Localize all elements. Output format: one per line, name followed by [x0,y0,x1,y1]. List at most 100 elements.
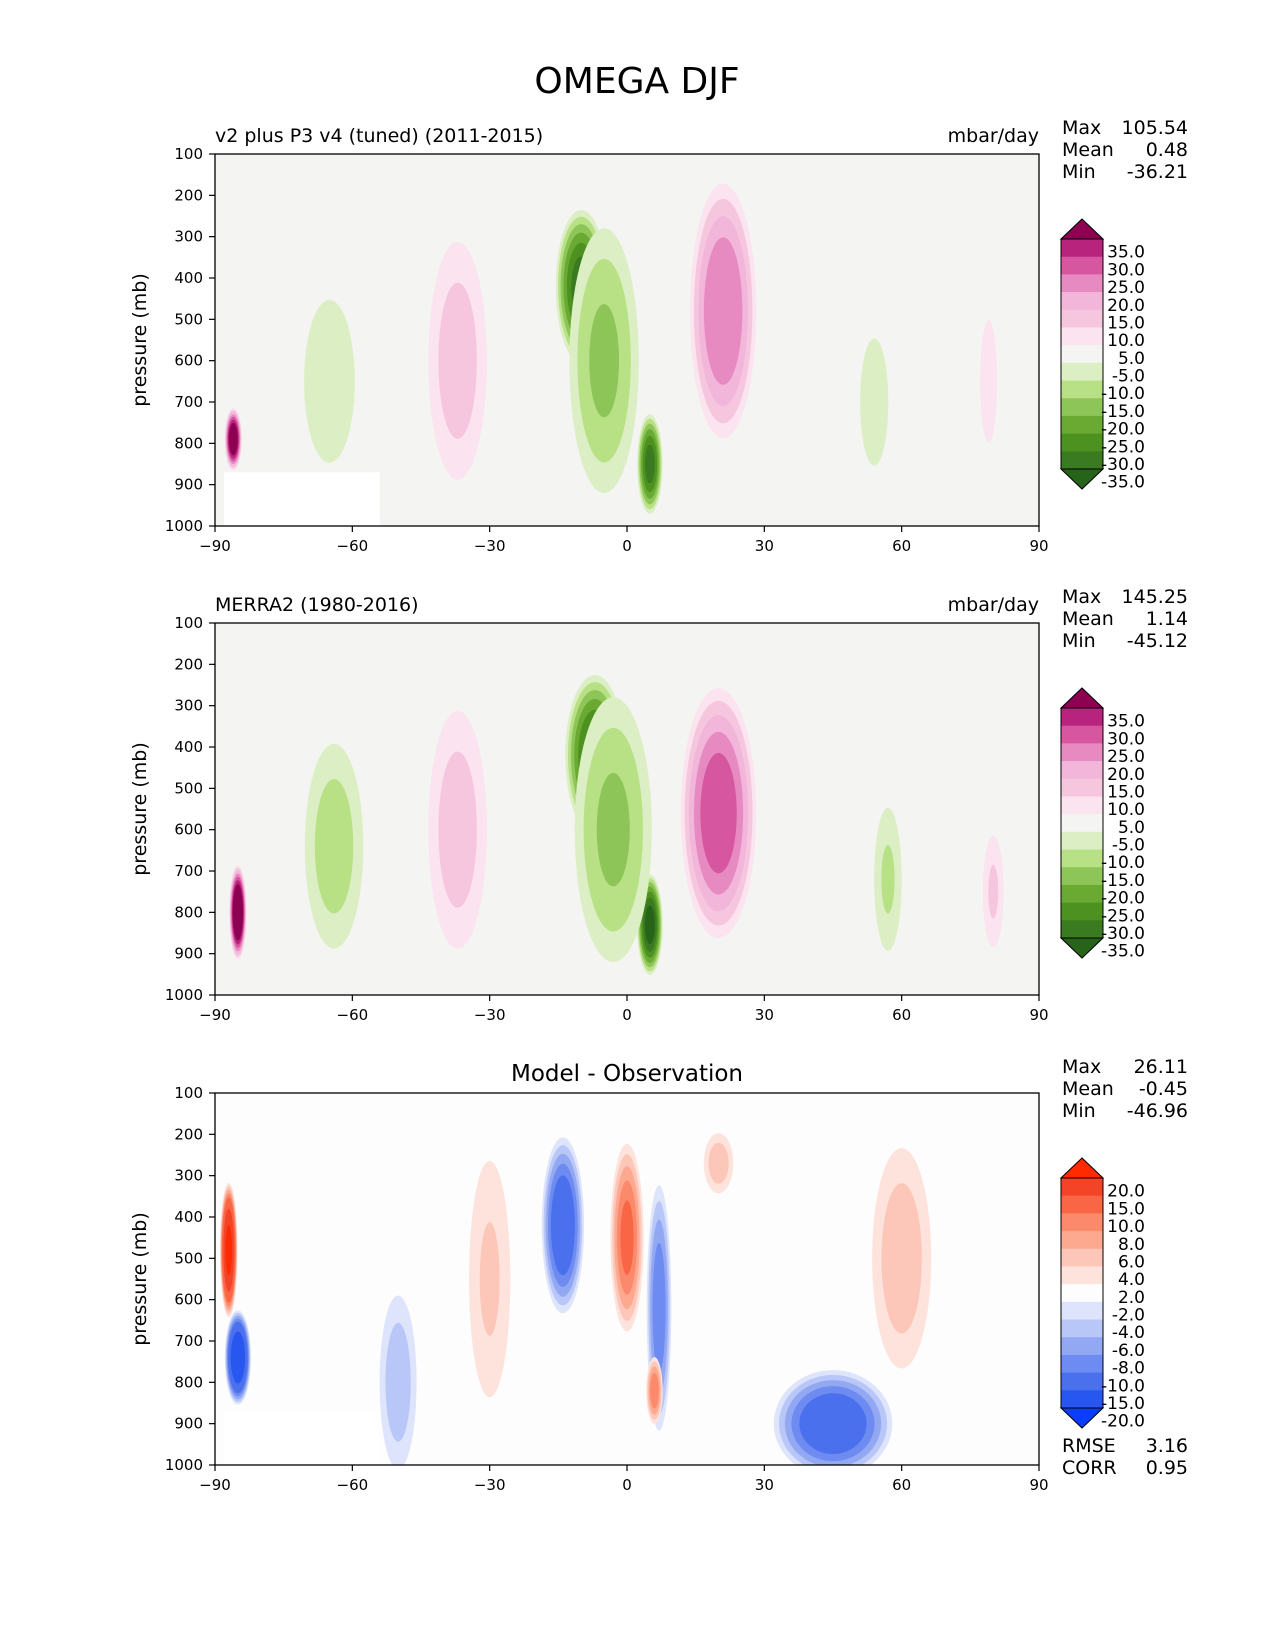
panel-title: v2 plus P3 v4 (tuned) (2011-2015) [215,125,543,147]
y-tick-label: 800 [174,1373,203,1391]
colorbar-tick-label: -30.0 [1101,455,1145,475]
stat-value: -45.12 [1127,630,1188,652]
stat-value: -46.96 [1127,1100,1188,1122]
feature-4 [428,241,487,480]
y-tick-label: 400 [174,738,203,756]
contour-band [589,303,619,418]
x-tick-label: −60 [337,1476,369,1494]
contour-band [596,772,630,887]
colorbar-band [1061,239,1103,258]
colorbar-band [1061,778,1103,797]
contour-band [988,864,999,919]
units-label: mbar/day [948,594,1039,616]
feature-5 [224,1310,251,1405]
colorbar-tick-label: 35.0 [1107,712,1145,732]
panel-title: Model - Observation [511,1061,743,1087]
colorbar-tick-label: -6.0 [1112,1341,1145,1361]
colorbar-band [1061,1266,1103,1285]
colorbar-tick-label: -4.0 [1112,1323,1145,1343]
stat-label: Mean [1062,608,1114,630]
x-tick-label: 60 [892,1006,911,1024]
contour-band [620,1200,634,1275]
x-tick-label: −60 [337,1006,369,1024]
x-tick-label: 90 [1029,1006,1048,1024]
feature-1 [610,1143,644,1332]
stat-label: Max [1062,117,1101,139]
contour-band [980,320,998,443]
colorbar-band [1061,1195,1103,1214]
stat-value: 145.25 [1122,586,1188,608]
colorbar-tick-label: -2.0 [1112,1306,1145,1326]
contour-band [479,1222,500,1336]
feature-10 [703,1133,734,1194]
contour-band [703,237,743,385]
colorbar-tick-label: 25.0 [1107,278,1145,298]
contour-band [438,751,477,908]
colorbar-tick-label: 20.0 [1107,765,1145,785]
y-tick-label: 100 [174,1084,203,1102]
colorbar-band [1061,309,1103,328]
x-tick-label: 60 [892,1476,911,1494]
contour-band [708,1142,729,1184]
stat-value: 26.11 [1134,1056,1188,1078]
contour-band [644,905,655,945]
colorbar-band [1061,814,1103,833]
feature-2 [574,697,652,963]
colorbar-tick-label: 15.0 [1107,313,1145,333]
contour-band [799,1393,867,1455]
y-tick-label: 500 [174,310,203,328]
y-tick-label: 300 [174,1167,203,1185]
feature-0 [541,1137,585,1314]
colorbar-band [1061,708,1103,727]
extra-stat-value: 0.95 [1146,1457,1188,1479]
colorbar-tick-label: -35.0 [1101,942,1145,962]
contour-band [860,338,889,466]
contour-band [304,299,355,463]
colorbar: 35.030.025.020.015.010.05.0-5.0-10.0-15.… [1059,218,1145,493]
contour-field [219,1133,932,1465]
y-tick-label: 800 [174,903,203,921]
colorbar-tick-label: 8.0 [1118,1235,1145,1255]
feature-5 [304,743,364,949]
stat-label: Max [1062,1056,1101,1078]
x-tick-label: −90 [199,537,231,555]
y-tick-label: 100 [174,614,203,632]
y-tick-label: 300 [174,697,203,715]
y-tick-label: 700 [174,862,203,880]
colorbar-tick-label: 10.0 [1107,1217,1145,1237]
stat-label: Mean [1062,139,1114,161]
x-tick-label: −30 [474,537,506,555]
colorbar-band [1061,831,1103,851]
contour-band [232,884,244,941]
feature-3 [689,183,757,439]
stat-label: Min [1062,630,1096,652]
contour-band [700,752,737,874]
x-tick-label: 60 [892,537,911,555]
feature-4 [428,710,487,949]
y-tick-label: 1000 [165,1456,203,1474]
stat-label: Min [1062,161,1096,183]
y-tick-label: 900 [174,945,203,963]
colorbar-frame [1060,1177,1104,1409]
feature-9 [379,1295,417,1465]
colorbar-band [1061,345,1103,364]
colorbar-tick-label: -25.0 [1101,437,1145,457]
stat-label: Mean [1062,1078,1114,1100]
colorbar-band [1061,1390,1103,1409]
missing-data-region [224,472,380,526]
colorbar-band [1061,451,1103,470]
y-tick-label: 600 [174,352,203,370]
feature-2 [569,228,639,494]
stat-value: -0.45 [1139,1078,1188,1100]
colorbar: 20.015.010.08.06.04.02.0-2.0-4.0-6.0-8.0… [1059,1157,1145,1432]
colorbar-band [1061,867,1103,886]
y-tick-label: 200 [174,1125,203,1143]
colorbar-band [1061,1337,1103,1356]
contour-field [224,183,998,526]
colorbar-band [1061,292,1103,311]
colorbar-band [1061,902,1103,921]
contour-band [225,1224,233,1276]
colorbar-band [1061,274,1103,293]
colorbar-tick-label: 15.0 [1107,782,1145,802]
